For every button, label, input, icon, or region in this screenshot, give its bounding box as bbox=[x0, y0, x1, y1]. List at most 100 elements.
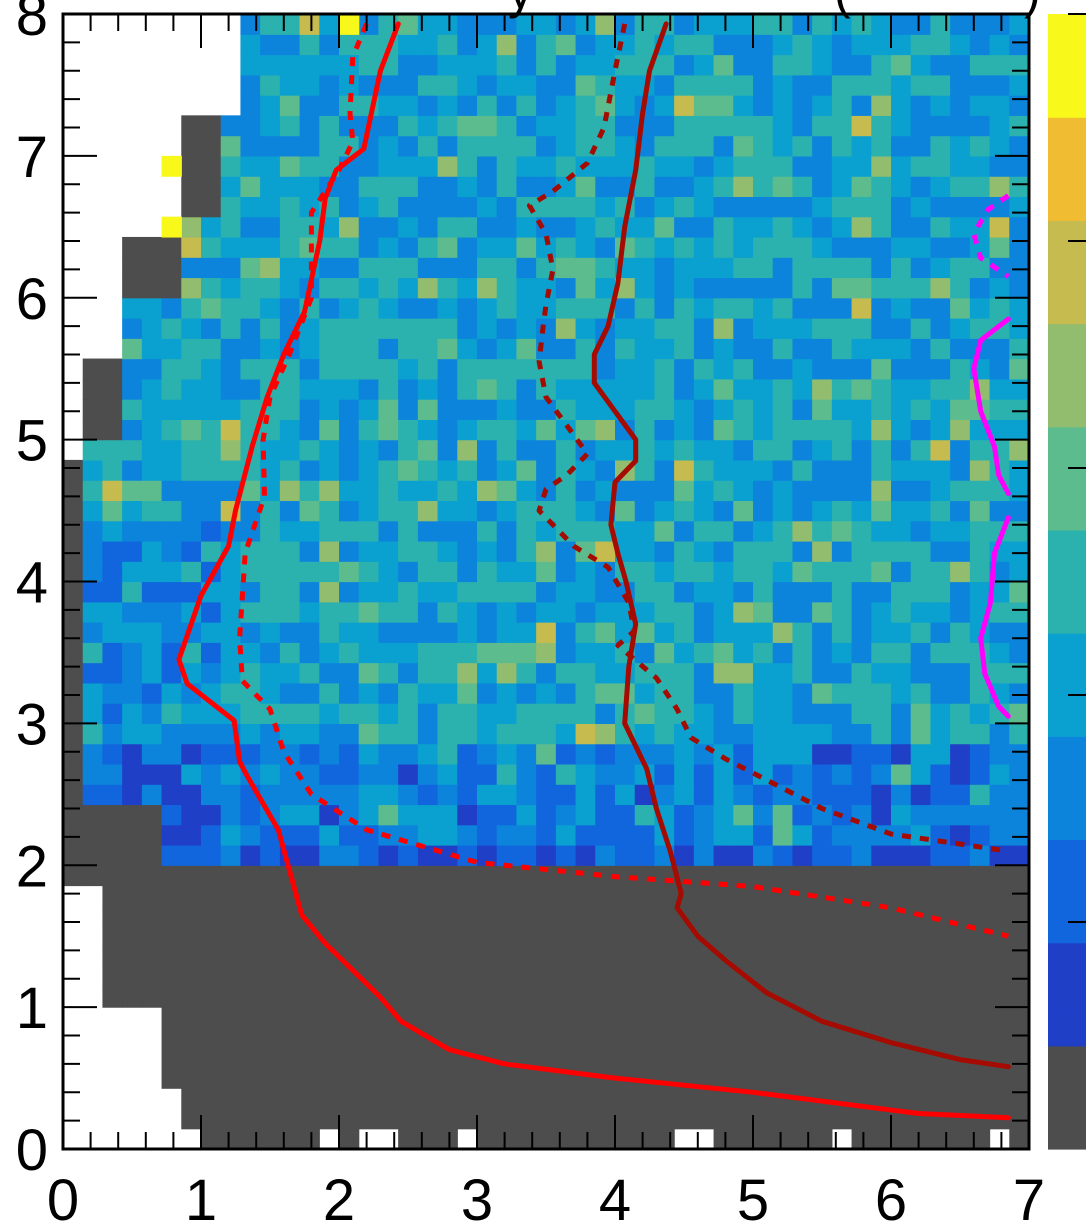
heatmap-cell bbox=[260, 1128, 281, 1149]
heatmap-cell bbox=[161, 439, 182, 461]
heatmap-cell bbox=[339, 601, 360, 623]
heatmap-cell bbox=[260, 1088, 281, 1110]
heatmap-cell bbox=[260, 844, 281, 866]
heatmap-cell bbox=[674, 743, 695, 765]
heatmap-cell bbox=[299, 318, 320, 339]
heatmap-cell bbox=[181, 804, 202, 826]
heatmap-cell bbox=[437, 763, 458, 785]
heatmap-cell bbox=[615, 986, 636, 1008]
heatmap-cell bbox=[240, 115, 261, 137]
heatmap-cell bbox=[615, 966, 636, 988]
heatmap-cell bbox=[772, 297, 794, 319]
heatmap-cell bbox=[812, 500, 833, 522]
heatmap-cell bbox=[201, 196, 222, 218]
heatmap-cell bbox=[910, 581, 932, 603]
heatmap-cell bbox=[398, 115, 419, 137]
heatmap-cell bbox=[477, 236, 498, 258]
heatmap-cell bbox=[279, 378, 301, 400]
heatmap-cell bbox=[654, 358, 675, 380]
heatmap-cell bbox=[319, 682, 340, 704]
heatmap-cell bbox=[555, 176, 577, 198]
heatmap-cell bbox=[319, 500, 340, 522]
heatmap-cell bbox=[496, 95, 518, 116]
heatmap-cell bbox=[831, 358, 853, 380]
heatmap-cell bbox=[831, 986, 853, 1008]
heatmap-cell bbox=[417, 54, 439, 76]
heatmap-cell bbox=[477, 581, 498, 603]
heatmap-cell bbox=[615, 297, 636, 319]
heatmap-cell bbox=[398, 338, 419, 360]
heatmap-cell bbox=[634, 601, 656, 623]
heatmap-cell bbox=[240, 196, 261, 218]
heatmap-cell bbox=[358, 318, 380, 339]
heatmap-cell bbox=[339, 986, 360, 1008]
heatmap-cell bbox=[950, 338, 971, 360]
heatmap-cell bbox=[575, 480, 596, 502]
heatmap-cell bbox=[437, 216, 458, 238]
heatmap-cell bbox=[555, 946, 577, 968]
heatmap-cell bbox=[575, 297, 596, 319]
heatmap-cell bbox=[260, 14, 281, 35]
heatmap-cell bbox=[1009, 966, 1029, 988]
heatmap-cell bbox=[555, 561, 577, 583]
heatmap-cell bbox=[437, 743, 458, 765]
heatmap-cell bbox=[733, 1027, 754, 1049]
heatmap-cell bbox=[674, 642, 695, 664]
heatmap-cell bbox=[772, 905, 794, 927]
heatmap-cell bbox=[82, 723, 104, 745]
heatmap-cell bbox=[792, 318, 813, 339]
heatmap-cell bbox=[378, 540, 399, 562]
heatmap-cell bbox=[555, 784, 577, 806]
heatmap-cell bbox=[496, 723, 518, 745]
heatmap-cell bbox=[417, 500, 439, 522]
heatmap-cell bbox=[871, 1088, 892, 1110]
heatmap-cell bbox=[516, 540, 537, 562]
heatmap-cell bbox=[969, 176, 991, 198]
heatmap-cell bbox=[693, 34, 715, 56]
heatmap-cell bbox=[753, 642, 774, 664]
heatmap-cell bbox=[693, 297, 715, 319]
heatmap-cell bbox=[753, 844, 774, 866]
heatmap-cell bbox=[910, 500, 932, 522]
heatmap-cell bbox=[693, 115, 715, 137]
heatmap-cell bbox=[496, 682, 518, 704]
heatmap-cell bbox=[950, 236, 971, 258]
heatmap-cell bbox=[772, 662, 794, 684]
heatmap-cell bbox=[1009, 318, 1029, 339]
heatmap-cell bbox=[516, 784, 537, 806]
heatmap-cell bbox=[339, 1108, 360, 1130]
heatmap-cell bbox=[555, 500, 577, 522]
heatmap-cell bbox=[812, 622, 833, 643]
heatmap-cell bbox=[950, 1128, 971, 1149]
heatmap-cell bbox=[339, 358, 360, 380]
heatmap-cell bbox=[457, 135, 478, 157]
heatmap-cell bbox=[950, 1007, 971, 1028]
heatmap-cell bbox=[279, 601, 301, 623]
heatmap-cell bbox=[575, 824, 596, 846]
heatmap-cell bbox=[437, 155, 458, 177]
heatmap-cell bbox=[516, 601, 537, 623]
heatmap-cell bbox=[122, 844, 143, 866]
heatmap-cell bbox=[654, 277, 675, 299]
heatmap-cell bbox=[891, 176, 912, 198]
heatmap-cell bbox=[260, 236, 281, 258]
heatmap-cell bbox=[378, 459, 399, 481]
heatmap-cell bbox=[279, 115, 301, 137]
heatmap-cell bbox=[871, 54, 892, 76]
heatmap-cell bbox=[220, 176, 242, 198]
heatmap-cell bbox=[279, 358, 301, 380]
heatmap-cell bbox=[950, 216, 971, 238]
heatmap-cell bbox=[831, 257, 853, 279]
heatmap-cell bbox=[398, 926, 419, 947]
heatmap-cell bbox=[851, 682, 872, 704]
x-tick-label: 5 bbox=[737, 1168, 769, 1229]
heatmap-cell bbox=[871, 419, 892, 441]
heatmap-cell bbox=[969, 74, 991, 96]
heatmap-cell bbox=[910, 257, 932, 279]
heatmap-cell bbox=[299, 601, 320, 623]
heatmap-cell bbox=[753, 561, 774, 583]
heatmap-cell bbox=[930, 176, 951, 198]
heatmap-cell bbox=[792, 703, 813, 724]
heatmap-cell bbox=[733, 622, 754, 643]
heatmap-cell bbox=[516, 1007, 537, 1028]
